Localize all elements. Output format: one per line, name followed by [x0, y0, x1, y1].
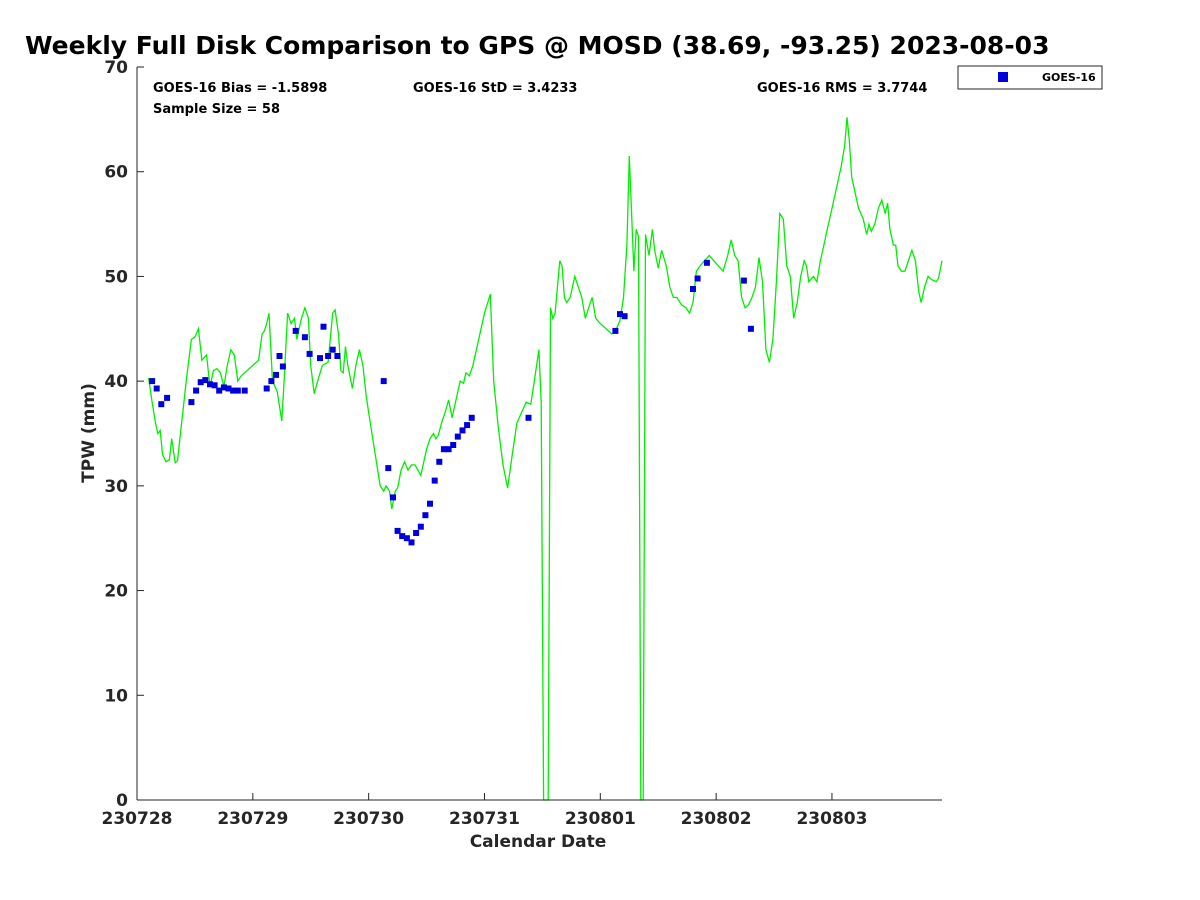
goes16-point — [211, 382, 218, 389]
goes16-point — [276, 353, 283, 359]
goes16-point — [220, 384, 227, 391]
legend-box — [957, 65, 1103, 90]
goes16-point — [216, 387, 223, 394]
goes16-point — [431, 477, 438, 484]
goes16-point — [230, 387, 237, 394]
legend: GOES-16 — [957, 65, 1103, 90]
goes16-point — [306, 350, 313, 357]
y-tick-label: 10 — [104, 686, 128, 706]
goes16-point — [325, 353, 332, 359]
series-layer — [147, 117, 943, 801]
goes16-point — [422, 512, 429, 519]
chart-title: Weekly Full Disk Comparison to GPS @ MOS… — [25, 31, 1049, 60]
y-tick-label: 0 — [116, 791, 128, 811]
y-tick-label: 20 — [104, 582, 128, 602]
goes16-point — [385, 465, 392, 472]
goes16-point — [450, 442, 457, 448]
goes16-point — [403, 535, 410, 542]
goes16-point — [268, 378, 275, 385]
bias-stat: GOES-16 Bias = -1.5898 — [153, 81, 327, 96]
goes16-point — [464, 422, 471, 429]
y-tick-label: 70 — [104, 58, 128, 78]
x-tick-label: 230802 — [681, 809, 752, 829]
goes16-point — [436, 458, 443, 465]
goes16-point — [317, 355, 323, 362]
x-axis-label: Calendar Date — [470, 832, 607, 852]
goes16-point — [164, 394, 171, 401]
goes16-point — [747, 325, 754, 332]
ticks-layer: 0 10 20 30 40 50 60 70 230728 230729 230730 230731 2… — [102, 58, 868, 829]
goes16-point — [188, 399, 195, 406]
goes16-point — [408, 539, 415, 546]
goes16-point — [399, 533, 406, 540]
goes16-point — [703, 259, 710, 266]
goes16-point — [241, 387, 248, 394]
goes16-point — [694, 275, 701, 282]
goes16-point — [279, 363, 286, 370]
goes16-point — [153, 385, 160, 392]
x-tick-label: 230731 — [449, 809, 520, 829]
y-tick-label: 60 — [104, 163, 128, 183]
goes16-point — [468, 414, 475, 421]
goes16-point — [427, 500, 433, 507]
goes16-point — [273, 371, 279, 378]
goes16-point — [292, 327, 299, 334]
goes16-point — [417, 523, 424, 530]
goes16-point — [525, 414, 532, 421]
y-axis-label: TPW (mm) — [79, 383, 99, 483]
goes16-point — [440, 446, 447, 453]
goes16-point — [390, 494, 396, 501]
std-stat: GOES-16 StD = 3.4233 — [413, 81, 577, 96]
legend-label-goes16: GOES-16 — [1042, 71, 1096, 84]
goes16-point — [334, 353, 341, 359]
goes16-point — [225, 385, 232, 392]
goes16-point — [740, 277, 747, 284]
legend-marker-goes16 — [998, 72, 1008, 82]
goes16-point — [202, 377, 209, 384]
y-tick-label: 50 — [104, 267, 128, 287]
goes16-point — [158, 401, 165, 408]
goes16-point — [617, 311, 623, 318]
x-tick-label: 230730 — [333, 809, 404, 829]
goes16-point — [612, 327, 619, 334]
x-tick-label: 230803 — [796, 809, 867, 829]
goes16-point — [207, 381, 213, 388]
goes16-point — [263, 385, 270, 392]
axes-layer — [136, 67, 942, 801]
plot-background — [137, 67, 942, 800]
goes16-point — [329, 346, 336, 353]
goes16-point — [454, 433, 461, 440]
goes16-point — [380, 378, 387, 385]
y-tick-label: 40 — [104, 372, 128, 392]
goes16-point — [193, 387, 200, 394]
goes16-point — [690, 286, 696, 292]
goes16-point — [197, 379, 204, 386]
gps-tpw-line — [147, 117, 943, 801]
x-tick-label: 230729 — [217, 809, 288, 829]
goes16-point — [149, 378, 156, 385]
goes16-point — [445, 446, 452, 453]
rms-stat: GOES-16 RMS = 3.7744 — [757, 81, 927, 96]
goes16-point — [413, 530, 420, 536]
goes16-point — [234, 387, 241, 394]
x-tick-label: 230801 — [565, 809, 636, 829]
sample-size-stat: Sample Size = 58 — [153, 102, 280, 117]
goes16-point — [320, 323, 327, 330]
x-tick-label: 230728 — [102, 809, 173, 829]
plot-area — [137, 67, 942, 800]
y-tick-label: 30 — [104, 477, 128, 497]
goes16-point — [459, 427, 466, 434]
goes16-point — [621, 313, 628, 320]
goes16-point — [301, 334, 308, 341]
goes16-point — [394, 527, 401, 534]
